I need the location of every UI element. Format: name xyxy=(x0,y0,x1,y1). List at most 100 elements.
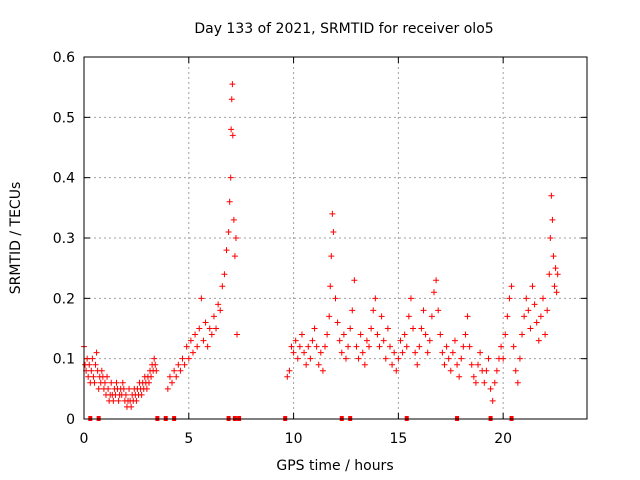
data-point xyxy=(206,325,213,332)
data-point xyxy=(414,361,421,368)
data-point xyxy=(391,349,398,356)
data-point xyxy=(542,331,549,338)
data-point xyxy=(399,349,406,356)
data-point xyxy=(173,373,180,380)
x-tick-label: 20 xyxy=(494,431,512,447)
data-point xyxy=(527,325,534,332)
data-point xyxy=(464,313,471,320)
data-point xyxy=(286,367,293,374)
data-point xyxy=(183,343,190,350)
data-point xyxy=(389,361,396,368)
data-point xyxy=(128,403,135,410)
data-point xyxy=(166,373,173,380)
data-point xyxy=(108,379,115,386)
data-point xyxy=(547,235,554,241)
data-point xyxy=(481,379,488,386)
data-point xyxy=(228,96,235,103)
data-point xyxy=(470,373,477,380)
data-point xyxy=(512,367,519,374)
data-point xyxy=(88,367,95,374)
data-point xyxy=(233,331,240,338)
data-point xyxy=(437,331,444,338)
data-point xyxy=(196,325,203,332)
data-point xyxy=(307,355,314,362)
data-point xyxy=(311,325,318,332)
data-point xyxy=(202,319,209,326)
data-point xyxy=(169,379,176,386)
data-point xyxy=(549,216,556,223)
data-point xyxy=(175,361,182,368)
data-point xyxy=(366,343,373,350)
x-tick-label: 15 xyxy=(389,431,407,447)
data-point xyxy=(531,301,538,308)
data-point xyxy=(225,228,232,235)
data-point xyxy=(204,343,211,350)
data-point xyxy=(506,295,513,302)
data-point xyxy=(223,247,230,254)
data-point xyxy=(221,271,228,278)
data-point xyxy=(551,283,558,290)
data-point xyxy=(185,355,192,362)
data-point xyxy=(407,295,414,302)
data-point xyxy=(231,253,238,260)
data-point xyxy=(227,174,234,181)
data-point xyxy=(181,361,188,368)
data-point xyxy=(298,331,305,338)
data-point xyxy=(84,355,91,362)
data-point xyxy=(301,349,308,356)
data-point xyxy=(552,265,559,272)
y-tick-label: 0.2 xyxy=(53,291,75,307)
data-point xyxy=(504,313,511,320)
data-point xyxy=(359,349,366,356)
data-point xyxy=(458,355,465,362)
data-point xyxy=(105,385,112,392)
data-point xyxy=(374,331,381,338)
data-point xyxy=(305,343,312,350)
data-point xyxy=(284,373,291,380)
data-point xyxy=(516,355,523,362)
y-tick-label: 0 xyxy=(66,412,75,428)
data-point xyxy=(152,361,159,368)
data-point xyxy=(288,343,295,350)
data-point xyxy=(148,373,155,380)
data-point xyxy=(342,355,349,362)
data-point xyxy=(210,313,217,320)
data-point xyxy=(92,361,99,368)
x-axis-label: GPS time / hours xyxy=(276,458,393,474)
data-point xyxy=(397,337,404,344)
data-point xyxy=(217,307,224,314)
data-point xyxy=(431,289,438,296)
data-point xyxy=(416,343,423,350)
data-point xyxy=(386,343,393,350)
data-point xyxy=(349,307,356,314)
x-tick-label: 10 xyxy=(285,431,303,447)
data-point xyxy=(410,325,417,332)
data-point xyxy=(319,367,326,374)
data-point xyxy=(433,277,440,284)
data-point xyxy=(189,349,196,356)
data-point xyxy=(327,283,334,290)
axis-ticks: 0 0.1 0.2 0.3 0.4 0.5 0.6 0 5 10 15 20 xyxy=(53,50,587,447)
data-point xyxy=(535,337,542,344)
data-point xyxy=(477,349,484,356)
data-point xyxy=(340,331,347,338)
data-point xyxy=(230,216,237,223)
data-point xyxy=(502,331,509,338)
data-point xyxy=(510,343,517,350)
grid-lines xyxy=(84,57,587,419)
data-point xyxy=(384,325,391,332)
data-point xyxy=(292,337,299,344)
plot-frame xyxy=(83,56,588,420)
data-point xyxy=(133,397,140,404)
data-point xyxy=(353,343,360,350)
data-point xyxy=(544,307,551,314)
data-point xyxy=(219,283,226,290)
data-point xyxy=(194,343,201,350)
data-point xyxy=(525,307,532,314)
data-point xyxy=(98,367,105,374)
data-point xyxy=(120,385,127,392)
data-point xyxy=(523,295,530,302)
data-point xyxy=(489,397,496,404)
data-point xyxy=(330,228,337,235)
data-point xyxy=(401,331,408,338)
